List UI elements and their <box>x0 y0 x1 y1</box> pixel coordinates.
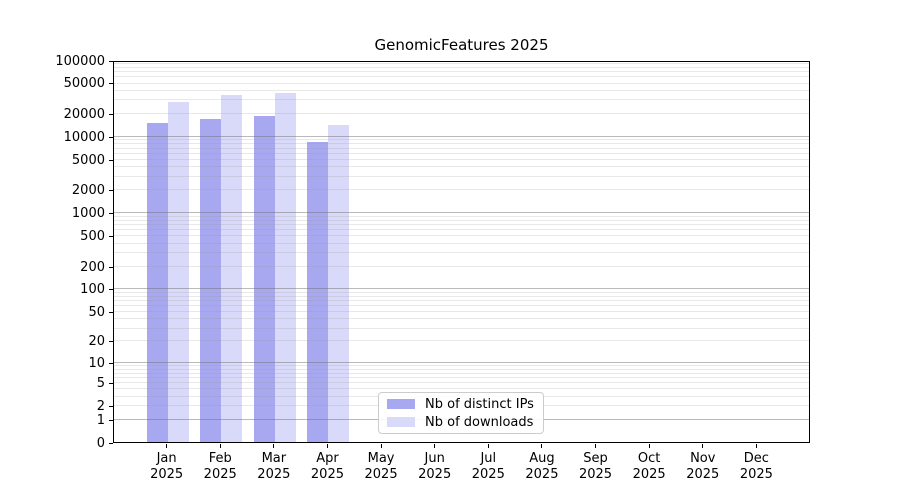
legend-item-distinct-ips: Nb of distinct IPs <box>387 398 537 411</box>
x-tick-mark-sep <box>595 444 597 448</box>
y-tick-mark-2 <box>109 406 113 408</box>
x-tick-mark-mar <box>273 444 275 448</box>
gridline-80000 <box>114 66 809 68</box>
legend-swatch-downloads <box>387 417 415 427</box>
x-tick-mark-nov <box>702 444 704 448</box>
bar-downloads-mar <box>274 93 296 442</box>
y-tick-label-2: 2 <box>96 399 105 415</box>
y-tick-label-20000: 20000 <box>63 106 105 122</box>
y-tick-mark-1 <box>109 419 113 421</box>
legend-label-distinct-ips: Nb of distinct IPs <box>425 396 534 412</box>
y-tick-label-1000: 1000 <box>71 206 105 222</box>
bar-downloads-apr <box>328 124 350 442</box>
x-tick-label-jun: Jun 2025 <box>418 451 452 482</box>
y-tick-mark-10 <box>109 362 113 364</box>
x-tick-label-oct: Oct 2025 <box>632 451 666 482</box>
x-tick-mark-feb <box>219 444 221 448</box>
bar-distinct-ips-apr <box>307 142 329 442</box>
x-tick-label-sep: Sep 2025 <box>578 451 613 482</box>
bar-distinct-ips-feb <box>200 119 222 442</box>
legend-swatch-distinct-ips <box>387 399 415 409</box>
y-tick-label-5000: 5000 <box>71 152 105 168</box>
gridline-50000 <box>114 82 809 84</box>
y-tick-mark-0 <box>109 442 113 444</box>
gridline-30000 <box>114 99 809 101</box>
legend-label-downloads: Nb of downloads <box>425 414 534 430</box>
plot-area <box>113 61 810 443</box>
y-tick-label-2000: 2000 <box>71 183 105 199</box>
legend-item-downloads: Nb of downloads <box>387 416 537 429</box>
y-tick-mark-100 <box>109 289 113 291</box>
legend: Nb of distinct IPs Nb of downloads <box>378 392 544 434</box>
y-tick-label-20: 20 <box>88 334 105 350</box>
x-tick-mark-oct <box>648 444 650 448</box>
x-tick-mark-apr <box>326 444 328 448</box>
y-tick-label-200: 200 <box>80 259 105 275</box>
y-tick-label-500: 500 <box>80 229 105 245</box>
y-tick-label-5: 5 <box>96 376 105 392</box>
y-tick-mark-20000 <box>109 113 113 115</box>
gridline-60000 <box>114 76 809 78</box>
y-tick-mark-5 <box>109 383 113 385</box>
y-tick-mark-20 <box>109 341 113 343</box>
x-tick-label-feb: Feb 2025 <box>203 451 237 482</box>
x-tick-mark-jan <box>166 444 168 448</box>
bar-distinct-ips-jan <box>146 122 168 442</box>
bar-distinct-ips-mar <box>253 116 275 442</box>
gridline-90000 <box>114 63 809 64</box>
y-tick-mark-50 <box>109 312 113 314</box>
x-tick-label-dec: Dec 2025 <box>739 451 773 482</box>
x-tick-mark-dec <box>755 444 757 448</box>
x-tick-label-jan: Jan 2025 <box>150 451 184 482</box>
x-tick-label-may: May 2025 <box>364 451 398 482</box>
y-tick-mark-50000 <box>109 83 113 85</box>
x-tick-mark-aug <box>541 444 543 448</box>
y-tick-label-0: 0 <box>96 435 105 451</box>
gridline-70000 <box>114 71 809 73</box>
x-tick-label-mar: Mar 2025 <box>257 451 291 482</box>
bar-downloads-feb <box>221 95 243 442</box>
y-tick-label-50000: 50000 <box>63 76 105 92</box>
x-tick-mark-jul <box>487 444 489 448</box>
x-tick-label-aug: Aug 2025 <box>525 451 559 482</box>
gridline-40000 <box>114 89 809 91</box>
x-tick-mark-may <box>380 444 382 448</box>
y-tick-label-100000: 100000 <box>55 53 105 69</box>
y-tick-mark-500 <box>109 236 113 238</box>
y-tick-label-10: 10 <box>88 355 105 371</box>
y-tick-mark-100000 <box>109 60 113 62</box>
y-tick-mark-2000 <box>109 190 113 192</box>
chart-title: GenomicFeatures 2025 <box>374 36 549 54</box>
y-tick-label-10000: 10000 <box>63 129 105 145</box>
y-tick-mark-1000 <box>109 213 113 215</box>
y-tick-mark-200 <box>109 266 113 268</box>
y-tick-label-100: 100 <box>80 282 105 298</box>
x-tick-mark-jun <box>434 444 436 448</box>
x-tick-label-apr: Apr 2025 <box>310 451 344 482</box>
y-tick-mark-5000 <box>109 159 113 161</box>
x-tick-label-nov: Nov 2025 <box>686 451 720 482</box>
y-tick-label-50: 50 <box>88 305 105 321</box>
bar-downloads-jan <box>167 102 189 442</box>
y-tick-mark-10000 <box>109 136 113 138</box>
gridline-20000 <box>114 112 809 114</box>
y-tick-label-1: 1 <box>96 412 105 428</box>
x-tick-label-jul: Jul 2025 <box>471 451 505 482</box>
